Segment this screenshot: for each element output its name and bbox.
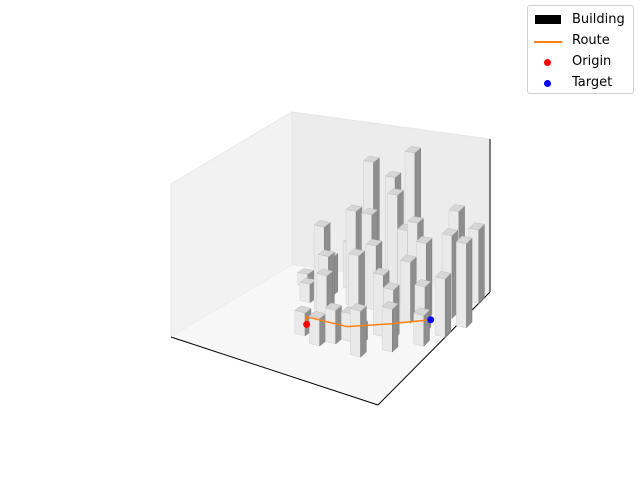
building-side-face xyxy=(423,309,430,347)
building-top-face xyxy=(349,303,367,312)
building-top-face xyxy=(372,267,390,276)
building xyxy=(413,307,430,347)
legend-label-origin: Origin xyxy=(572,54,612,69)
route-group xyxy=(305,315,431,328)
origin-marker-swatch xyxy=(544,59,551,66)
building-top-face xyxy=(365,238,383,247)
legend-label-route: Route xyxy=(572,33,610,48)
building-top-face xyxy=(348,248,366,257)
building-front-face xyxy=(400,259,411,324)
legend-label-target: Target xyxy=(572,75,613,90)
building-side-face xyxy=(319,313,326,347)
building xyxy=(399,254,417,324)
x-axis-line xyxy=(170,336,379,406)
building-top-face xyxy=(404,146,422,154)
building-top-face xyxy=(297,268,315,275)
building-top-face xyxy=(448,204,466,212)
building-front-face xyxy=(434,276,446,338)
building xyxy=(308,310,327,347)
legend-item-origin: Origin xyxy=(528,52,633,72)
building xyxy=(434,271,452,338)
legend-item-building: Building xyxy=(528,10,633,30)
building xyxy=(455,235,473,329)
route-line xyxy=(305,315,431,328)
building-front-face xyxy=(350,308,361,358)
building-side-face xyxy=(392,303,399,353)
building xyxy=(381,301,399,353)
buildings-group xyxy=(294,146,485,358)
building-top-face xyxy=(434,271,452,280)
building-top-face xyxy=(361,207,379,216)
building-side-face xyxy=(478,223,485,304)
target-point xyxy=(427,316,435,324)
building-top-face xyxy=(317,249,335,257)
building-top-face xyxy=(294,305,312,314)
building-swatch xyxy=(535,15,561,24)
building-top-face xyxy=(345,204,363,212)
building-top-face xyxy=(399,254,417,263)
building-top-face xyxy=(441,228,459,237)
building xyxy=(349,303,367,358)
building-front-face xyxy=(299,281,311,303)
building-top-face xyxy=(414,279,432,288)
building-top-face xyxy=(382,282,400,291)
building xyxy=(299,277,317,304)
legend-item-target: Target xyxy=(528,73,633,93)
building-top-face xyxy=(468,222,485,231)
building-top-face xyxy=(316,268,334,277)
building-top-face xyxy=(324,302,342,311)
origin-point xyxy=(303,320,311,328)
building-top-face xyxy=(384,171,402,178)
legend: Building Route Origin Target xyxy=(527,5,634,94)
building-top-face xyxy=(381,301,399,310)
building-front-face xyxy=(373,272,384,337)
building-top-face xyxy=(455,235,473,244)
building-top-face xyxy=(387,188,404,196)
legend-item-route: Route xyxy=(528,31,633,51)
building-top-face xyxy=(362,155,380,163)
building-top-face xyxy=(415,236,433,244)
legend-label-building: Building xyxy=(572,12,625,27)
building-front-face xyxy=(325,307,336,345)
building-front-face xyxy=(381,306,393,353)
building-side-face xyxy=(466,237,473,329)
building xyxy=(324,302,342,345)
building-front-face xyxy=(413,312,425,347)
building-side-face xyxy=(444,272,452,338)
target-marker-swatch xyxy=(544,80,551,87)
route-swatch xyxy=(534,41,562,43)
building-top-face xyxy=(413,307,430,316)
building-side-face xyxy=(360,305,367,358)
building-front-face xyxy=(456,241,467,329)
building xyxy=(294,305,312,337)
points-group xyxy=(303,316,435,328)
building-top-face xyxy=(313,220,331,228)
building-top-face xyxy=(407,216,424,224)
